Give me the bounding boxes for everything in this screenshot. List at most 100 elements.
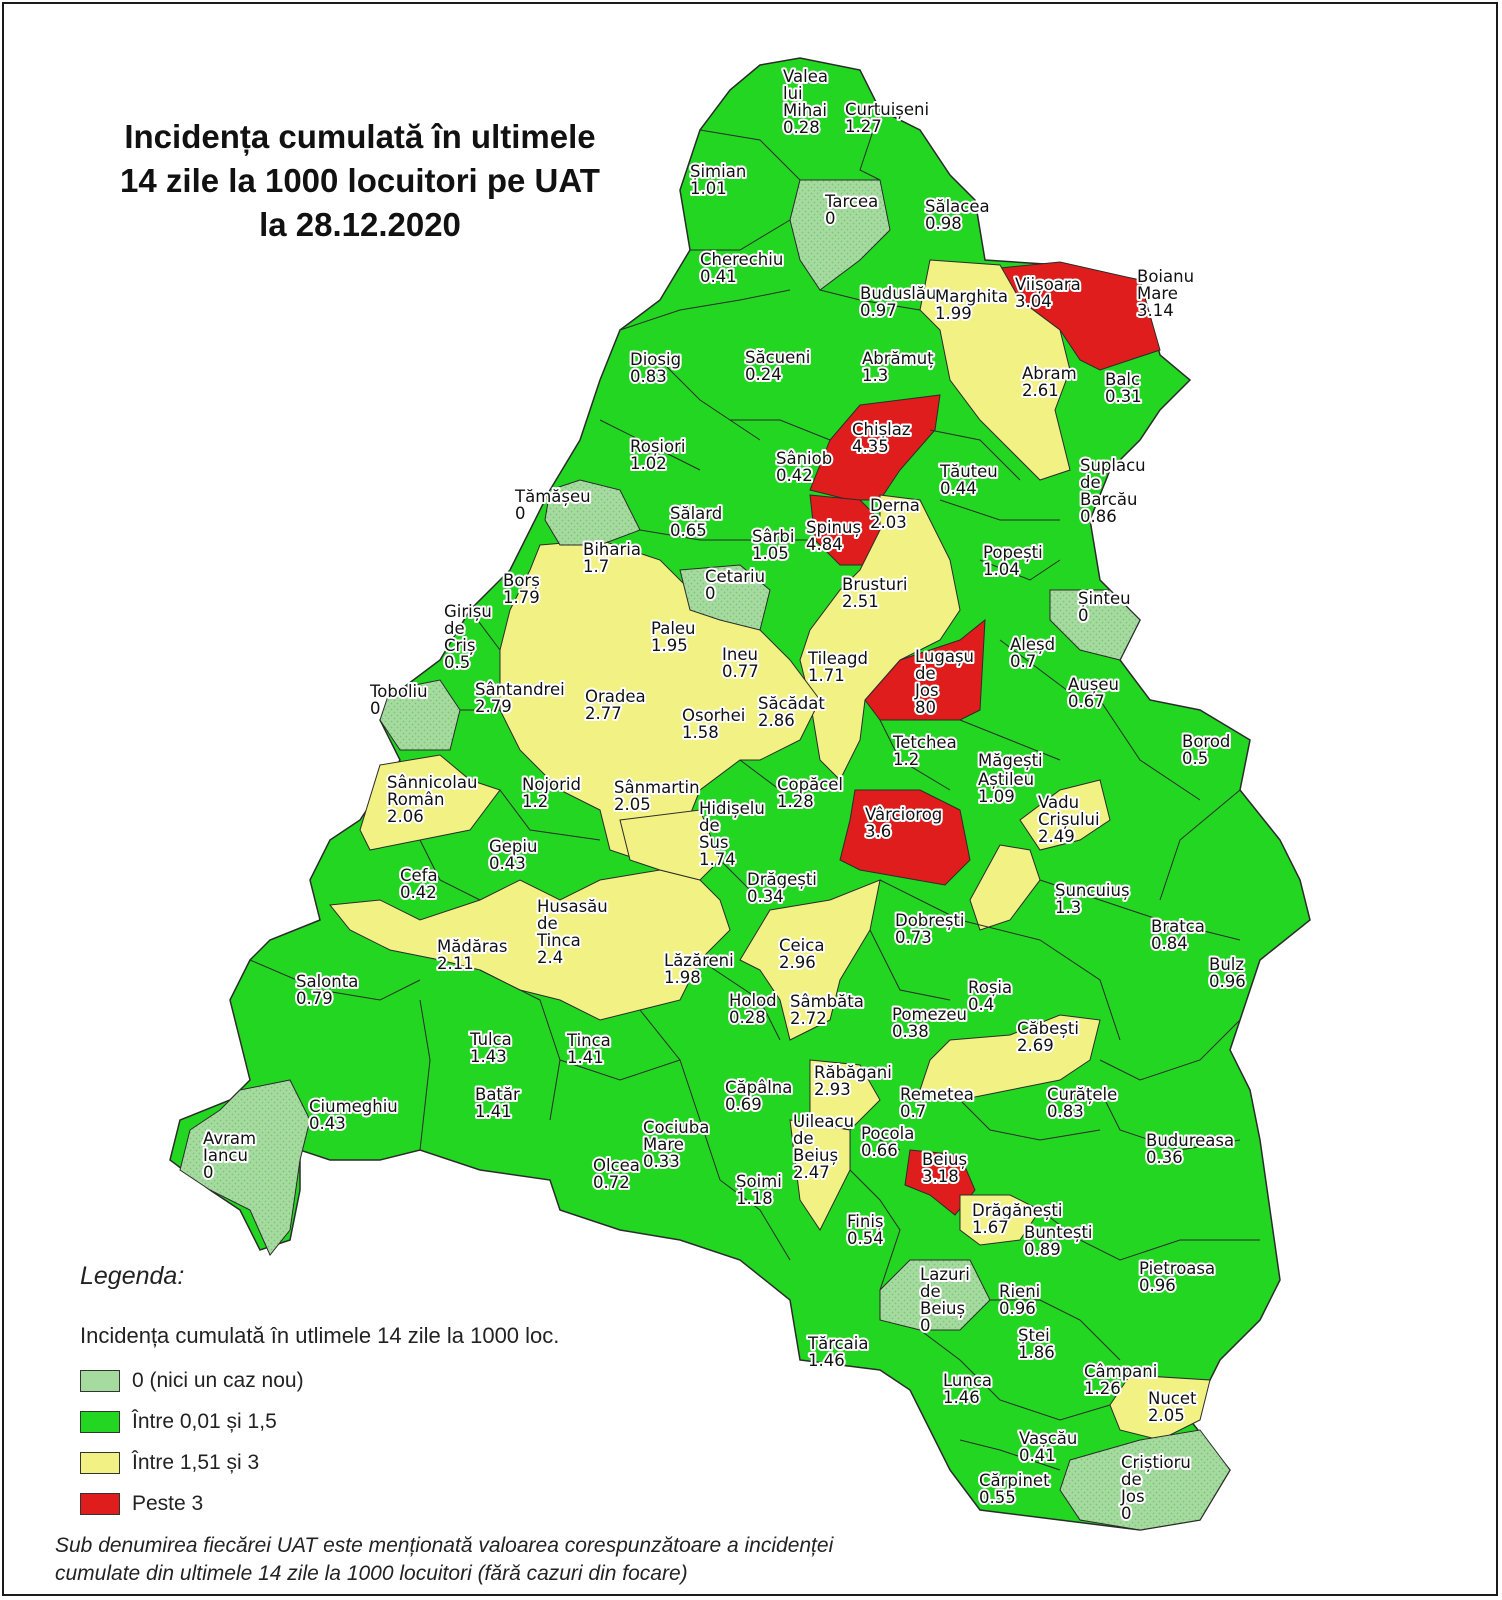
uat-name: Măgești [978,751,1043,770]
uat-value: 0 [1078,606,1089,625]
uat-label-halo: 1.46 [943,1388,980,1407]
legend-swatch-low [80,1411,120,1433]
uat-label-halo: 0 [203,1163,214,1182]
uat-label-halo: Cefa [400,866,438,885]
uat-value: 1.04 [983,560,1020,579]
uat-name: de [1121,1470,1142,1489]
uat-value: 2.69 [1017,1036,1054,1055]
uat-name: Lăzăreni [664,951,734,970]
uat-value: 1.3 [862,366,888,385]
uat-label-halo: 0.67 [1068,692,1105,711]
uat-label-halo: Barcău [1080,490,1138,509]
uat-label-halo: Cărpinet [979,1471,1050,1490]
uat-label-halo: Borș [503,571,540,590]
uat-label-halo: 4.84 [806,535,843,554]
uat-name: Sântandrei [475,680,565,699]
uat-label-halo: 2.86 [758,711,795,730]
uat-value: 2.49 [1038,827,1075,846]
uat-label-halo: Șimian [690,162,746,181]
uat-label-halo: Șuncuiuș [1055,881,1130,900]
uat-value: 0 [1121,1504,1132,1523]
uat-label-halo: Tăuteu [939,462,998,481]
uat-value: 0.31 [1105,387,1142,406]
legend-label-zero: 0 (nici un caz nou) [132,1369,304,1392]
uat-name: Jos [914,681,939,700]
uat-name: Pomezeu [892,1005,967,1024]
uat-value: 0.65 [670,521,707,540]
uat-label-halo: Vadu [1038,793,1079,812]
uat-name: Aleșd [1010,635,1055,654]
uat-label-halo: Husasău [537,897,608,916]
uat-label-halo: Abram [1022,364,1077,383]
uat-label-halo: Rieni [999,1282,1040,1301]
uat-name: Budureasa [1146,1131,1234,1150]
region-cabesti [919,1014,1101,1101]
uat-name: Drăgănești [972,1201,1062,1220]
uat-label-halo: 0.69 [725,1095,762,1114]
uat-label-halo: de [699,816,720,835]
uat-label-halo: 0.41 [1019,1446,1056,1465]
uat-label-halo: 1.98 [664,968,701,987]
uat-label-halo: 1.99 [935,304,972,323]
uat-label-halo: Tarcea [824,192,878,211]
uat-name: Brusturi [842,575,907,594]
uat-value: 0.96 [1139,1276,1176,1295]
uat-label-halo: 0.97 [860,301,897,320]
uat-value: 0.77 [722,662,759,681]
uat-value: 1.98 [664,968,701,987]
uat-label-halo: 0.42 [400,883,437,902]
uat-name: Sâmbăta [790,992,864,1011]
uat-label-halo: de [793,1129,814,1148]
uat-label-halo: Tetchea [892,733,957,752]
uat-label-halo: 2.4 [537,948,563,967]
uat-label-halo: 1.41 [475,1102,512,1121]
uat-label-halo: Diosig [630,350,681,369]
uat-name: Holod [729,991,777,1010]
uat-name: Osorhei [682,706,745,725]
legend-label-low: Între 0,01 și 1,5 [132,1410,277,1433]
uat-label-halo: Gepiu [489,837,537,856]
uat-value: 0.7 [1010,652,1036,671]
uat-name: Vârciorog [865,805,942,824]
uat-name: de [920,1282,941,1301]
uat-name: Șinteu [1078,589,1131,608]
uat-label-halo: Sălard [670,504,722,523]
uat-value: 1.58 [682,723,719,742]
uat-label-halo: Ineu [722,645,758,664]
uat-value: 0.98 [925,214,962,233]
uat-value: 0.43 [309,1114,346,1133]
uat-name: Batăr [475,1085,520,1104]
uat-name: Crișului [1038,810,1100,829]
uat-value: 0 [370,699,381,718]
uat-label-halo: Cociuba [643,1118,709,1137]
uat-value: 2.51 [842,592,879,611]
uat-label-halo: Buduslău [860,284,936,303]
uat-label-halo: 0.43 [489,854,526,873]
uat-label-halo: Criștioru [1121,1453,1191,1472]
region-sannicolau-roman [359,754,501,851]
map-title: Incidența cumulată în ultimele 14 zile l… [60,115,660,247]
uat-label-halo: 0.96 [1209,972,1246,991]
uat-label-halo: 1.86 [1018,1343,1055,1362]
uat-label-halo: Chișlaz [852,420,911,439]
uat-label-halo: 1.05 [752,544,789,563]
